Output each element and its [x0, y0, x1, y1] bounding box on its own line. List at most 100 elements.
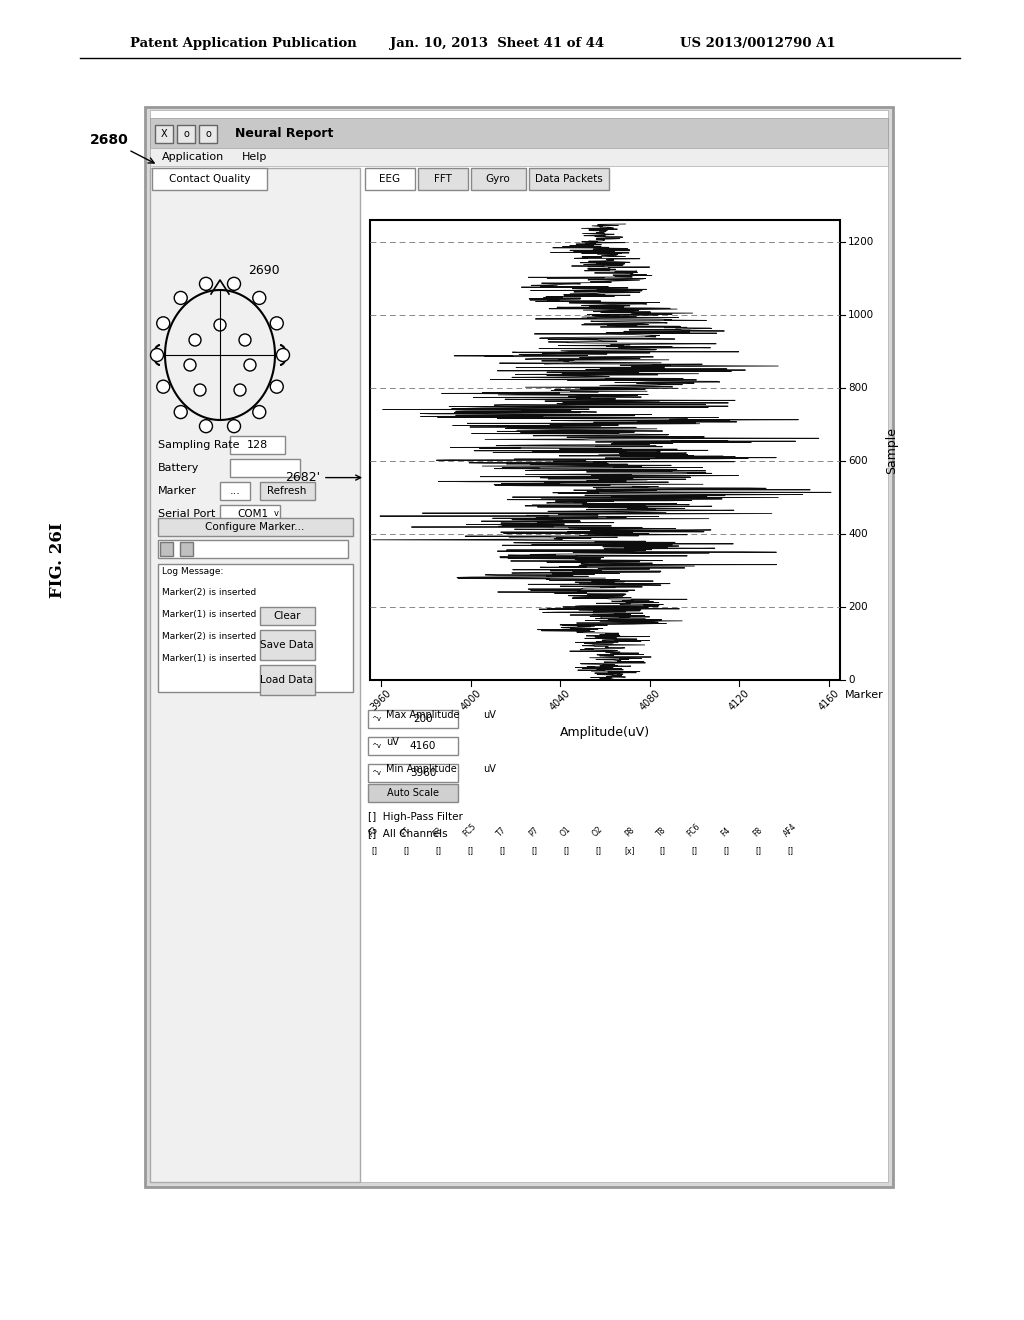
Text: v: v — [273, 510, 279, 519]
FancyBboxPatch shape — [220, 482, 250, 500]
Text: A3: A3 — [368, 825, 381, 838]
FancyBboxPatch shape — [150, 168, 360, 1181]
Text: FC5: FC5 — [462, 821, 478, 838]
Text: O1: O1 — [559, 824, 573, 838]
Circle shape — [253, 405, 266, 418]
Text: 4160: 4160 — [410, 741, 436, 751]
Text: 2690: 2690 — [248, 264, 280, 276]
Text: O2: O2 — [591, 824, 605, 838]
Text: Help: Help — [242, 152, 267, 162]
Text: Battery: Battery — [158, 463, 200, 473]
Text: Load Data: Load Data — [260, 675, 313, 685]
Text: Amplitude(uV): Amplitude(uV) — [560, 726, 650, 739]
Circle shape — [200, 420, 213, 433]
Text: 3960: 3960 — [410, 768, 436, 777]
FancyBboxPatch shape — [418, 168, 468, 190]
FancyBboxPatch shape — [230, 436, 285, 454]
Text: 0: 0 — [848, 675, 854, 685]
Circle shape — [200, 277, 213, 290]
Text: []  High-Pass Filter: [] High-Pass Filter — [368, 812, 463, 822]
Text: 200: 200 — [414, 714, 433, 723]
Text: Max Amplitude: Max Amplitude — [386, 710, 460, 719]
Text: X: X — [161, 129, 167, 139]
Text: []: [] — [755, 846, 761, 855]
FancyBboxPatch shape — [260, 665, 315, 696]
Text: []: [] — [787, 846, 793, 855]
FancyBboxPatch shape — [230, 459, 300, 477]
FancyBboxPatch shape — [155, 125, 173, 143]
Circle shape — [227, 277, 241, 290]
Circle shape — [174, 405, 187, 418]
Text: Application: Application — [162, 152, 224, 162]
FancyBboxPatch shape — [150, 117, 888, 148]
FancyBboxPatch shape — [529, 168, 609, 190]
FancyBboxPatch shape — [471, 168, 526, 190]
FancyBboxPatch shape — [220, 506, 280, 523]
FancyBboxPatch shape — [158, 564, 353, 692]
FancyBboxPatch shape — [365, 168, 415, 190]
Circle shape — [276, 348, 290, 362]
Text: 4120: 4120 — [727, 688, 752, 713]
Text: Configure Marker...: Configure Marker... — [206, 521, 305, 532]
FancyBboxPatch shape — [177, 125, 195, 143]
FancyBboxPatch shape — [260, 607, 315, 624]
Text: EEG: EEG — [380, 174, 400, 183]
FancyBboxPatch shape — [145, 107, 893, 1187]
Text: AF4: AF4 — [781, 821, 799, 838]
Text: 4040: 4040 — [548, 688, 572, 713]
FancyBboxPatch shape — [158, 540, 348, 558]
Text: o: o — [205, 129, 211, 139]
Circle shape — [244, 359, 256, 371]
Text: 128: 128 — [247, 440, 267, 450]
Text: Auto Scale: Auto Scale — [387, 788, 439, 799]
FancyBboxPatch shape — [260, 630, 315, 660]
Text: []: [] — [403, 846, 409, 855]
FancyBboxPatch shape — [199, 125, 217, 143]
Text: 3960: 3960 — [369, 688, 393, 713]
Circle shape — [234, 384, 246, 396]
Text: Contact Quality: Contact Quality — [169, 174, 251, 183]
Circle shape — [270, 380, 284, 393]
Text: FC6: FC6 — [686, 821, 702, 838]
Text: Clear: Clear — [273, 611, 301, 620]
Text: 2682': 2682' — [285, 471, 360, 484]
Text: ^v: ^v — [371, 715, 381, 722]
Text: P7: P7 — [527, 825, 541, 838]
FancyBboxPatch shape — [368, 784, 458, 803]
Text: []: [] — [499, 846, 505, 855]
Text: []: [] — [659, 846, 665, 855]
Text: uV: uV — [483, 764, 496, 774]
Text: []: [] — [467, 846, 473, 855]
Circle shape — [253, 292, 266, 305]
FancyBboxPatch shape — [368, 737, 458, 755]
Text: 600: 600 — [848, 455, 867, 466]
Text: []: [] — [435, 846, 441, 855]
FancyBboxPatch shape — [158, 517, 353, 536]
FancyBboxPatch shape — [150, 110, 888, 1181]
Text: uV: uV — [386, 737, 399, 747]
Text: []: [] — [595, 846, 601, 855]
FancyBboxPatch shape — [180, 543, 193, 556]
FancyBboxPatch shape — [370, 220, 840, 680]
Text: 400: 400 — [848, 529, 867, 539]
Circle shape — [157, 317, 170, 330]
Text: 800: 800 — [848, 383, 867, 393]
Text: Marker: Marker — [845, 690, 884, 700]
Text: []  All Channels: [] All Channels — [368, 828, 447, 838]
Text: Marker(2) is inserted: Marker(2) is inserted — [162, 589, 256, 598]
Text: FIG. 26I: FIG. 26I — [49, 523, 67, 598]
Text: FFT: FFT — [434, 174, 452, 183]
Text: Gyro: Gyro — [485, 174, 510, 183]
Text: 200: 200 — [848, 602, 867, 612]
Circle shape — [184, 359, 196, 371]
Text: COM1: COM1 — [237, 510, 268, 519]
FancyBboxPatch shape — [152, 168, 267, 190]
Text: Sampling Rate: Sampling Rate — [158, 440, 240, 450]
FancyBboxPatch shape — [160, 543, 173, 556]
Text: uV: uV — [483, 710, 496, 719]
Text: [x]: [x] — [625, 846, 635, 855]
Text: []: [] — [723, 846, 729, 855]
Circle shape — [151, 348, 164, 362]
Text: 4160: 4160 — [816, 688, 841, 713]
Circle shape — [157, 380, 170, 393]
